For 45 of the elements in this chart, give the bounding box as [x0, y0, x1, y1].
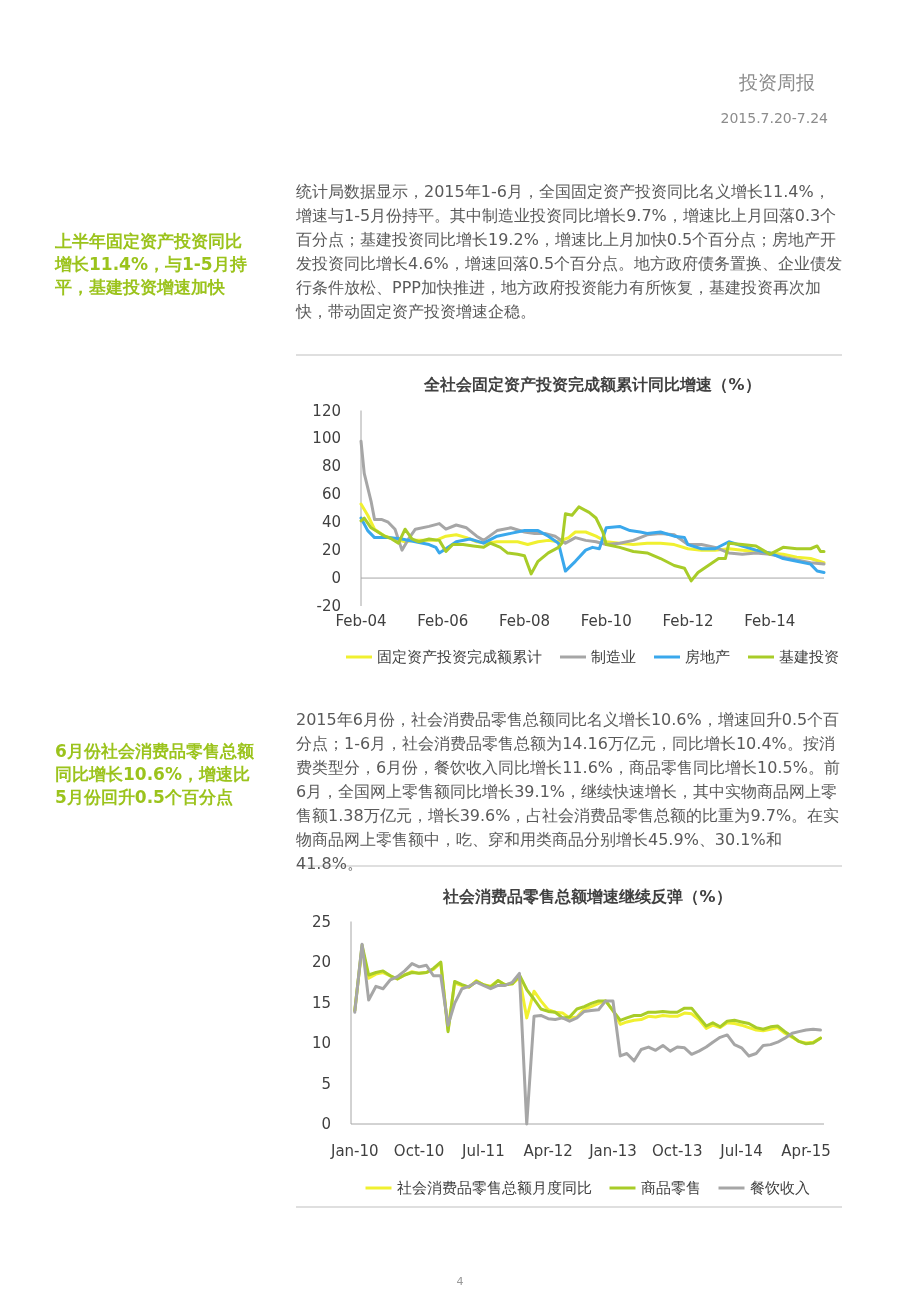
text: 4	[455, 1274, 465, 1290]
x-tick-label: Feb-14	[744, 612, 796, 630]
y-tick-label: 15	[311, 993, 331, 1012]
x-tick-label: Feb-04	[335, 612, 387, 630]
chart-title: 社会消费品零售总额增速继续反弹（%）	[442, 887, 732, 906]
text: 统计局数据显示，2015年1-6月，全国固定资产投资同比名义增长11.4%，增速与1-5月份持平。其中制造业投资同比增长9.7%，增速比上月回落0.3个百分点；基建投资同比增长19.2%，增速比上月加快0.5个百分点；房地产开发投资同比增长4.6%，增速回落0.5个百分点。地方政府债务置换、企业债发行条件放松、PPP加快推进，地方政府投资能力有所恢复，基建投资再次加快，带动固定资产投资增速企稳。	[296, 181, 844, 323]
legend-label: 房地产	[685, 648, 730, 666]
legend-label: 制造业	[591, 648, 636, 666]
y-tick-label: -20	[316, 597, 341, 615]
x-tick-label: Jan-10	[329, 1142, 379, 1160]
legend-label: 餐饮收入	[749, 1179, 810, 1197]
text: 投资周报	[738, 70, 815, 94]
text: 2015.7.20-7.24	[719, 109, 828, 128]
y-tick-label: 20	[311, 953, 331, 971]
x-tick-label: Jul-14	[719, 1142, 763, 1160]
y-tick-label: 0	[331, 569, 341, 588]
legend-label: 社会消费品零售总额月度同比	[396, 1179, 592, 1197]
y-tick-label: 20	[321, 541, 341, 560]
x-tick-label: Jul-11	[461, 1142, 505, 1160]
y-tick-label: 100	[312, 429, 341, 448]
legend-label: 基建投资	[779, 648, 839, 666]
y-tick-label: 120	[312, 401, 341, 420]
y-tick-label: 0	[321, 1115, 331, 1133]
text: 上半年固定资产投资同比增长11.4%，与1-5月持平，基建投资增速加快	[55, 230, 248, 299]
y-tick-label: 40	[321, 513, 341, 532]
y-tick-label: 10	[311, 1034, 331, 1052]
chart-title: 全社会固定资产投资完成额累计同比增速（%）	[423, 375, 761, 394]
text: 2015年6月份，社会消费品零售总额同比名义增长10.6%，增速回升0.5个百分点；1-6月，社会消费品零售总额为14.16万亿元，同比增长10.4%。按消费类型分，6月份，餐饮收入同比增长11.6%，商品零售同比增长10.5%。前6月，全国网上零售额同比增长39.1%，继续快速增长，其中实物商品网上零售额1.38万亿元，增长39.6%，占社会消费品零售总额的比重为9.7%。在实物商品网上零售额中，吃、穿和用类商品分别增长45.9%、30.1%和41.8%。	[296, 709, 841, 875]
x-tick-label: Feb-12	[662, 612, 714, 630]
y-tick-label: 80	[321, 457, 341, 476]
x-tick-label: Apr-12	[523, 1142, 573, 1160]
x-tick-label: Feb-06	[417, 612, 469, 630]
y-tick-label: 5	[321, 1074, 331, 1093]
line-series	[359, 505, 826, 583]
y-tick-label: 25	[311, 912, 331, 931]
x-tick-label: Feb-10	[580, 612, 632, 630]
x-tick-label: Oct-13	[652, 1142, 703, 1160]
x-tick-label: Oct-10	[393, 1142, 445, 1160]
y-tick-label: 60	[321, 485, 341, 504]
x-tick-label: Jan-13	[588, 1142, 637, 1160]
text: 6月份社会消费品零售总额同比增长10.6%，增速比5月份回升0.5个百分点	[55, 740, 255, 809]
legend-label: 商品零售	[640, 1179, 701, 1197]
x-tick-label: Feb-08	[498, 612, 550, 630]
x-tick-label: Apr-15	[781, 1142, 831, 1160]
legend-label: 固定资产投资完成额累计	[377, 648, 542, 666]
